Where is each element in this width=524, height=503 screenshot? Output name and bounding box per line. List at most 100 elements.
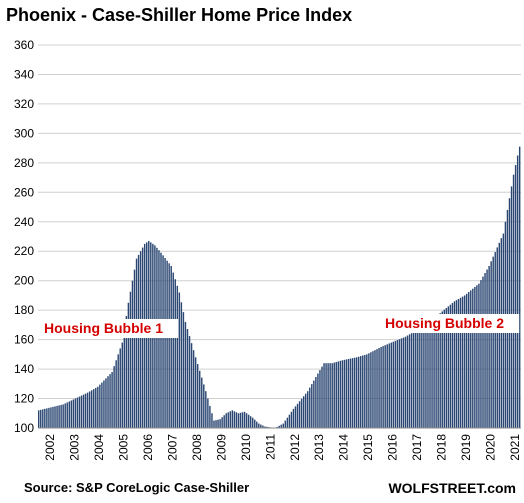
bar bbox=[121, 342, 123, 428]
bar bbox=[64, 403, 66, 428]
bar bbox=[317, 373, 319, 428]
bar bbox=[103, 380, 105, 428]
bar bbox=[472, 288, 474, 428]
bar bbox=[258, 423, 260, 428]
bar bbox=[300, 398, 303, 428]
bar bbox=[512, 174, 515, 428]
bar bbox=[298, 401, 301, 428]
bar bbox=[406, 335, 409, 428]
bar bbox=[211, 413, 213, 428]
bar bbox=[496, 247, 498, 428]
x-tick-label: 2017 bbox=[410, 434, 424, 461]
annotation-label: Housing Bubble 1 bbox=[44, 320, 163, 336]
bar bbox=[84, 393, 87, 428]
y-tick-label: 200 bbox=[14, 274, 34, 288]
bar bbox=[60, 404, 62, 428]
bar bbox=[117, 354, 119, 428]
bar bbox=[449, 304, 452, 428]
bar bbox=[343, 359, 346, 428]
bar bbox=[437, 315, 439, 428]
bar bbox=[123, 329, 126, 428]
bar bbox=[323, 363, 325, 428]
x-tick-label: 2018 bbox=[435, 434, 449, 461]
bar bbox=[262, 425, 264, 428]
bar bbox=[415, 330, 417, 428]
bar bbox=[335, 362, 337, 428]
bar bbox=[237, 413, 240, 428]
bar bbox=[492, 256, 494, 428]
bar bbox=[364, 354, 366, 428]
y-tick-label: 220 bbox=[14, 244, 34, 258]
bar bbox=[341, 360, 344, 428]
bar bbox=[239, 412, 242, 428]
bar bbox=[194, 357, 197, 428]
bar bbox=[294, 406, 297, 428]
bar bbox=[500, 238, 503, 428]
y-axis: 100 120 140 160 180 200 220 240 260 280 300 320 340 3… bbox=[14, 38, 34, 435]
bar bbox=[58, 405, 60, 428]
bar bbox=[419, 329, 421, 428]
x-tick-label: 2003 bbox=[68, 434, 82, 461]
bar bbox=[319, 370, 321, 428]
bar bbox=[139, 251, 142, 428]
bar bbox=[408, 334, 411, 428]
bar bbox=[46, 408, 48, 428]
bar bbox=[423, 328, 425, 428]
bar bbox=[453, 301, 456, 428]
bar bbox=[286, 417, 289, 428]
bar bbox=[321, 366, 323, 428]
bar bbox=[186, 329, 189, 428]
bar bbox=[455, 300, 458, 428]
bar bbox=[357, 356, 360, 428]
bar bbox=[176, 285, 179, 428]
bar bbox=[470, 290, 472, 428]
bar bbox=[439, 313, 441, 428]
bar bbox=[66, 402, 68, 428]
bar bbox=[99, 384, 101, 428]
bar bbox=[339, 360, 342, 428]
source-note: Source: S&P CoreLogic Case-Shiller bbox=[24, 480, 250, 495]
bar bbox=[311, 384, 313, 428]
bar bbox=[292, 408, 295, 428]
bar bbox=[382, 346, 384, 428]
bar bbox=[56, 405, 58, 428]
bar bbox=[337, 361, 340, 428]
bar bbox=[137, 254, 140, 428]
bar bbox=[166, 260, 168, 428]
bar bbox=[302, 396, 305, 428]
bar bbox=[219, 419, 221, 428]
bar bbox=[451, 303, 454, 428]
y-tick-label: 320 bbox=[14, 97, 34, 111]
bar bbox=[88, 391, 91, 428]
bar bbox=[54, 406, 56, 428]
bar bbox=[480, 280, 482, 428]
bar bbox=[290, 411, 293, 428]
bar bbox=[362, 355, 364, 428]
x-tick-label: 2010 bbox=[239, 434, 253, 461]
bar bbox=[174, 279, 176, 428]
bar bbox=[76, 397, 79, 428]
brand-label: WOLFSTREET.com bbox=[388, 480, 516, 496]
bar bbox=[188, 336, 191, 428]
bar bbox=[38, 410, 40, 428]
bar bbox=[107, 376, 109, 428]
y-tick-label: 100 bbox=[14, 421, 34, 435]
bar bbox=[494, 252, 496, 428]
bar bbox=[264, 426, 266, 428]
bar bbox=[113, 366, 115, 428]
bar bbox=[203, 384, 205, 428]
y-tick-label: 340 bbox=[14, 67, 34, 81]
y-tick-label: 360 bbox=[14, 38, 34, 52]
x-tick-label: 2002 bbox=[43, 434, 57, 461]
bar bbox=[162, 255, 164, 428]
bar bbox=[417, 330, 419, 428]
bar bbox=[184, 321, 187, 428]
bar bbox=[376, 349, 378, 428]
bar bbox=[235, 412, 238, 428]
bar bbox=[378, 348, 380, 428]
bar bbox=[447, 306, 450, 428]
bar bbox=[256, 421, 258, 428]
x-tick-label: 2014 bbox=[337, 434, 351, 461]
bar bbox=[227, 412, 229, 428]
